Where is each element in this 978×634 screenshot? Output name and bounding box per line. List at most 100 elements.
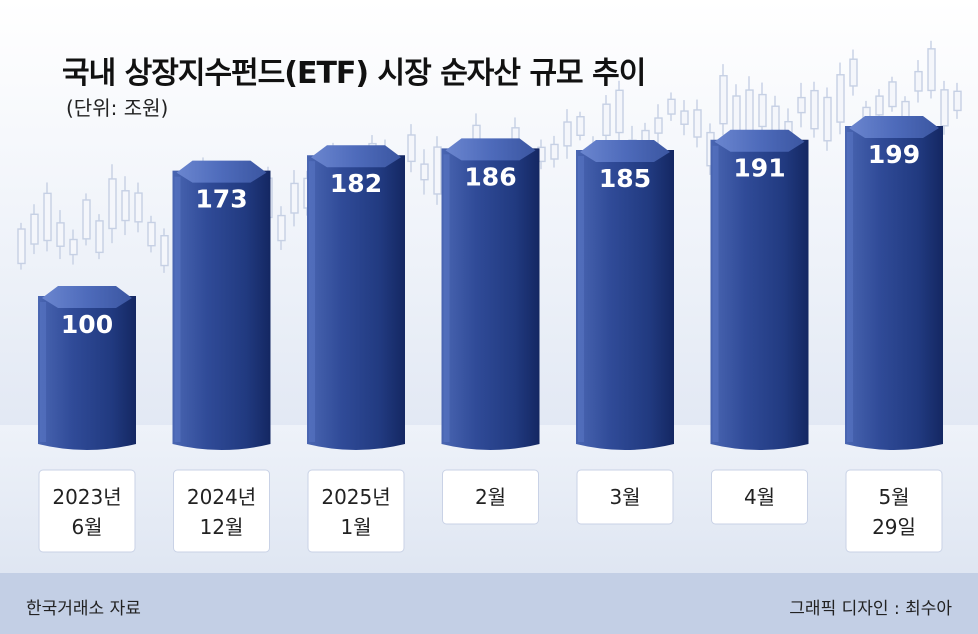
bar-body <box>307 155 405 450</box>
candle-body <box>615 89 624 134</box>
unit-label: (단위: 조원) <box>66 96 169 120</box>
candle-body <box>953 90 962 112</box>
bar-highlight <box>174 176 181 442</box>
bar-body <box>710 139 809 451</box>
credit-text: 그래픽 디자인 : 최수아 <box>789 599 952 619</box>
bars-group: 100 173 182 186 185 191 199 <box>38 116 943 451</box>
x-label-4: 2월 <box>442 469 539 525</box>
source-text: 한국거래소 자료 <box>26 599 141 619</box>
candle-body <box>875 95 884 116</box>
candle-body <box>290 182 299 214</box>
bar-cap <box>849 116 939 138</box>
x-tick-label: 2023년 <box>52 485 121 509</box>
candle-body <box>17 228 26 265</box>
x-tick-label: 4월 <box>744 485 775 509</box>
x-tick-label: 12월 <box>200 515 244 539</box>
bar-body <box>441 148 540 450</box>
candle-body <box>550 143 559 160</box>
candle-body <box>927 48 936 92</box>
bar-value-label: 182 <box>330 169 382 198</box>
candle-body <box>563 121 572 147</box>
candle-body <box>134 192 143 223</box>
x-label-box <box>711 469 808 525</box>
candle-body <box>719 75 728 125</box>
candle-body <box>693 109 702 138</box>
x-label-box <box>845 469 943 553</box>
bar-value-label: 173 <box>195 185 247 214</box>
candle-body <box>82 199 91 240</box>
candle-body <box>277 214 286 242</box>
bar-highlight <box>309 161 315 442</box>
footer-band <box>0 573 978 634</box>
x-tick-label: 5월 <box>878 485 909 509</box>
bar-body <box>172 170 271 450</box>
bar-cap <box>42 286 132 308</box>
x-label-3: 2025년 1월 <box>307 469 405 553</box>
bar-value-label: 186 <box>464 162 516 191</box>
bar-highlight <box>443 154 450 442</box>
candle-body <box>420 163 429 181</box>
bar-value-label: 199 <box>868 140 920 169</box>
bar-highlight <box>712 145 719 443</box>
bar-2: 173 <box>172 160 271 450</box>
bar-body <box>576 150 674 450</box>
bar-6: 191 <box>710 129 809 451</box>
bar-value-label: 100 <box>61 310 113 339</box>
x-label-box <box>576 469 674 525</box>
bar-value-label: 191 <box>733 154 785 183</box>
bar-highlight <box>578 156 584 442</box>
x-tick-label: 6월 <box>71 515 102 539</box>
bar-cap <box>714 129 805 152</box>
x-tick-label: 3월 <box>609 485 640 509</box>
bar-cap <box>445 138 536 161</box>
bar-highlight <box>847 132 853 442</box>
candle-body <box>797 96 806 114</box>
bar-highlight <box>40 302 46 442</box>
candle-body <box>654 117 663 134</box>
x-label-2: 2024년 12월 <box>173 469 270 553</box>
candle-body <box>836 74 845 123</box>
x-tick-label: 2월 <box>475 485 506 509</box>
candle-body <box>810 89 819 130</box>
bar-cap <box>580 140 670 163</box>
x-tick-label: 2025년 <box>321 485 390 509</box>
candle-body <box>433 146 442 195</box>
bar-cap <box>176 160 267 183</box>
x-tick-label: 1월 <box>340 515 371 539</box>
candle-body <box>576 116 585 137</box>
bar-1: 100 <box>38 286 136 450</box>
bar-7: 199 <box>845 116 943 450</box>
bar-cap <box>311 145 401 168</box>
bar-body <box>38 296 136 450</box>
bar-4: 186 <box>441 138 540 450</box>
candle-body <box>823 96 832 142</box>
candle-body <box>407 134 416 163</box>
candle-body <box>108 178 117 230</box>
candle-body <box>667 98 676 115</box>
x-label-1: 2023년 6월 <box>38 469 136 553</box>
candle-body <box>147 221 156 247</box>
x-tick-label: 2024년 <box>187 485 256 509</box>
candle-body <box>69 238 78 256</box>
candle-body <box>121 190 130 222</box>
candle-body <box>43 192 52 242</box>
bar-5: 185 <box>576 140 674 450</box>
bar-value-label: 185 <box>599 164 651 193</box>
x-label-box <box>442 469 539 525</box>
x-label-6: 4월 <box>711 469 808 525</box>
candle-body <box>680 110 689 125</box>
candle-body <box>940 89 949 127</box>
candle-body <box>758 93 767 128</box>
candle-body <box>849 58 858 87</box>
x-label-box <box>38 469 136 553</box>
candle-body <box>95 220 104 254</box>
candle-body <box>56 222 65 247</box>
bar-3: 182 <box>307 145 405 450</box>
x-label-box <box>173 469 270 553</box>
x-label-5: 3월 <box>576 469 674 525</box>
candle-body <box>914 70 923 92</box>
candle-body <box>30 213 39 245</box>
